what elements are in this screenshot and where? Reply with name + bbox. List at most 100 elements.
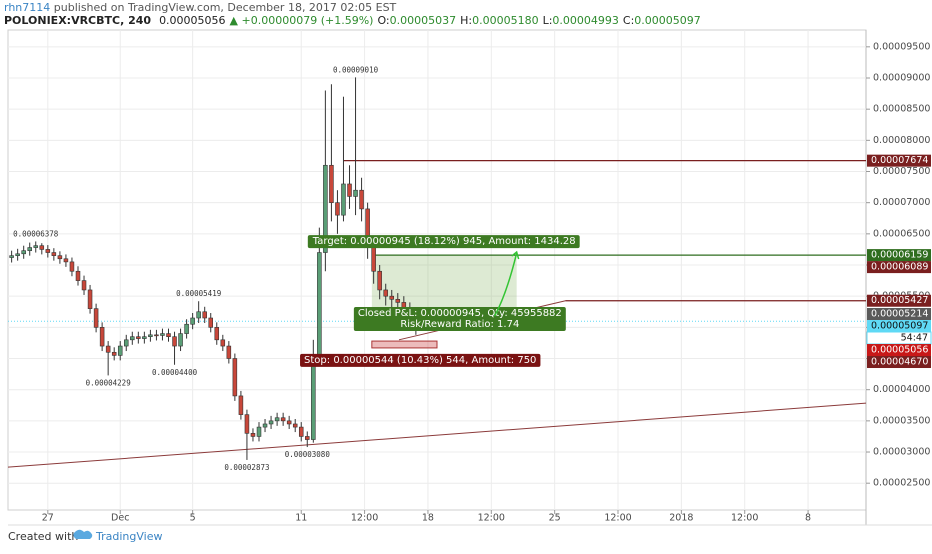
x-tick-label: 5 — [190, 513, 196, 524]
y-tick-label: 0.00007000 — [873, 197, 930, 208]
position-text: Stop: 0.00000544 (10.43%) 544, Amount: 7… — [304, 355, 536, 366]
label-box — [353, 307, 566, 332]
candle-body — [341, 183, 346, 216]
price-label-box — [867, 294, 931, 307]
symbol: POLONIEX:VRCBTC, 240 — [4, 14, 151, 27]
pnl-text: Closed P&L: 0.00000945, Qty: 45955882 — [358, 308, 562, 319]
arrow — [493, 252, 518, 317]
candle-body — [353, 189, 358, 197]
y-tick-label: 0.00009000 — [873, 73, 930, 84]
candle-body — [383, 289, 388, 297]
candle-body — [256, 426, 262, 437]
candle-body — [317, 252, 322, 359]
candle-body — [232, 358, 238, 397]
logo — [73, 529, 93, 539]
x-tick-label: Dec — [111, 513, 129, 524]
header-line-1: rhn7114 published on TradingView.com, De… — [4, 1, 397, 14]
candle-body — [45, 249, 51, 253]
candle-body — [298, 426, 304, 437]
price-label-box — [867, 320, 931, 333]
ohlc-value: 0.00005037 — [390, 14, 456, 27]
price-label-box — [867, 249, 931, 262]
candle-body — [395, 298, 401, 303]
candle-body — [87, 289, 93, 309]
candle-body — [81, 280, 87, 291]
candle-body — [286, 420, 292, 425]
candle-body — [238, 395, 244, 415]
candle-body — [27, 247, 32, 251]
y-tick-label: 0.00008500 — [873, 104, 930, 115]
y-tick-label: 0.00002500 — [873, 478, 930, 489]
candle-body — [202, 311, 207, 319]
pnl-label: Closed P&L: 0.00000945, Qty: 45955882Ris… — [353, 307, 566, 332]
candle-body — [75, 270, 81, 281]
candle-body — [136, 336, 141, 339]
candle-body — [250, 433, 256, 437]
ratio-text: Risk/Reward Ratio: 1.74 — [400, 319, 519, 330]
author[interactable]: rhn7114 — [4, 1, 50, 14]
candle-body — [166, 333, 171, 338]
price-label: 0.00006159 — [871, 250, 928, 261]
candle-body — [196, 311, 201, 319]
ohlc-key: C: — [623, 14, 634, 27]
y-tick-label: 0.00008000 — [873, 135, 930, 146]
candle-body — [172, 336, 177, 347]
price-label-box — [867, 261, 931, 274]
price-label-box — [867, 308, 931, 321]
y-tick-label: 0.00004000 — [873, 384, 930, 395]
countdown: 54:47 — [901, 333, 928, 344]
ohlc-value: 0.00004993 — [552, 14, 618, 27]
footer-brand[interactable]: TradingView — [95, 530, 162, 543]
candle-body — [244, 414, 250, 434]
extreme-label: 0.00004400 — [152, 368, 198, 377]
candle-body — [154, 334, 159, 337]
x-tick-label: 18 — [422, 513, 434, 524]
candle-body — [335, 202, 340, 216]
candle-body — [311, 358, 316, 440]
position-label: Stop: 0.00000544 (10.43%) 544, Amount: 7… — [300, 353, 541, 367]
candle-body — [262, 423, 268, 428]
price-label: 0.00007674 — [871, 155, 928, 166]
x-tick-label: 12:00 — [478, 513, 505, 524]
candle-body — [178, 333, 183, 347]
x-tick-label: 11 — [295, 513, 307, 524]
candle-body — [274, 417, 280, 422]
y-tick-label: 0.00003000 — [873, 447, 930, 458]
candle-body — [371, 246, 376, 272]
candle-body — [214, 327, 220, 341]
ohlc-value: 0.00005180 — [472, 14, 538, 27]
candle-body — [33, 245, 39, 248]
candle-body — [21, 250, 26, 255]
candle-body — [184, 323, 189, 334]
x-tick-label: 8 — [805, 513, 811, 524]
candle-body — [51, 252, 57, 256]
ohlc-value: 0.00005097 — [634, 14, 700, 27]
x-tick-label: 12:00 — [731, 513, 758, 524]
extreme-label: 0.00006378 — [13, 229, 59, 238]
ohlc-key: L: — [543, 14, 553, 27]
candle-body — [39, 245, 45, 250]
y-tick-label: 0.00009500 — [873, 41, 930, 52]
candle-body — [9, 255, 14, 258]
candle-body — [69, 261, 75, 272]
label-box — [300, 353, 541, 367]
position-text: Target: 0.00000945 (18.12%) 945, Amount:… — [312, 236, 576, 247]
candle-body — [57, 255, 63, 260]
candle-body — [105, 345, 111, 353]
price-label-box — [867, 344, 931, 357]
candle-body — [130, 336, 135, 341]
extreme-label: 0.00004229 — [86, 378, 131, 387]
x-tick-label: 12:00 — [604, 513, 631, 524]
footer-created: Created with — [8, 530, 78, 543]
candle-body — [160, 333, 165, 336]
price-label: 0.00006089 — [871, 262, 928, 273]
label-box — [307, 235, 580, 249]
candle-body — [268, 420, 274, 425]
y-tick-label: 0.00007500 — [873, 166, 930, 177]
price-label: 0.00005097 — [871, 321, 928, 332]
published: published on TradingView.com, December 1… — [50, 1, 396, 14]
x-tick-label: 2018 — [669, 513, 693, 524]
candle-body — [359, 189, 364, 210]
